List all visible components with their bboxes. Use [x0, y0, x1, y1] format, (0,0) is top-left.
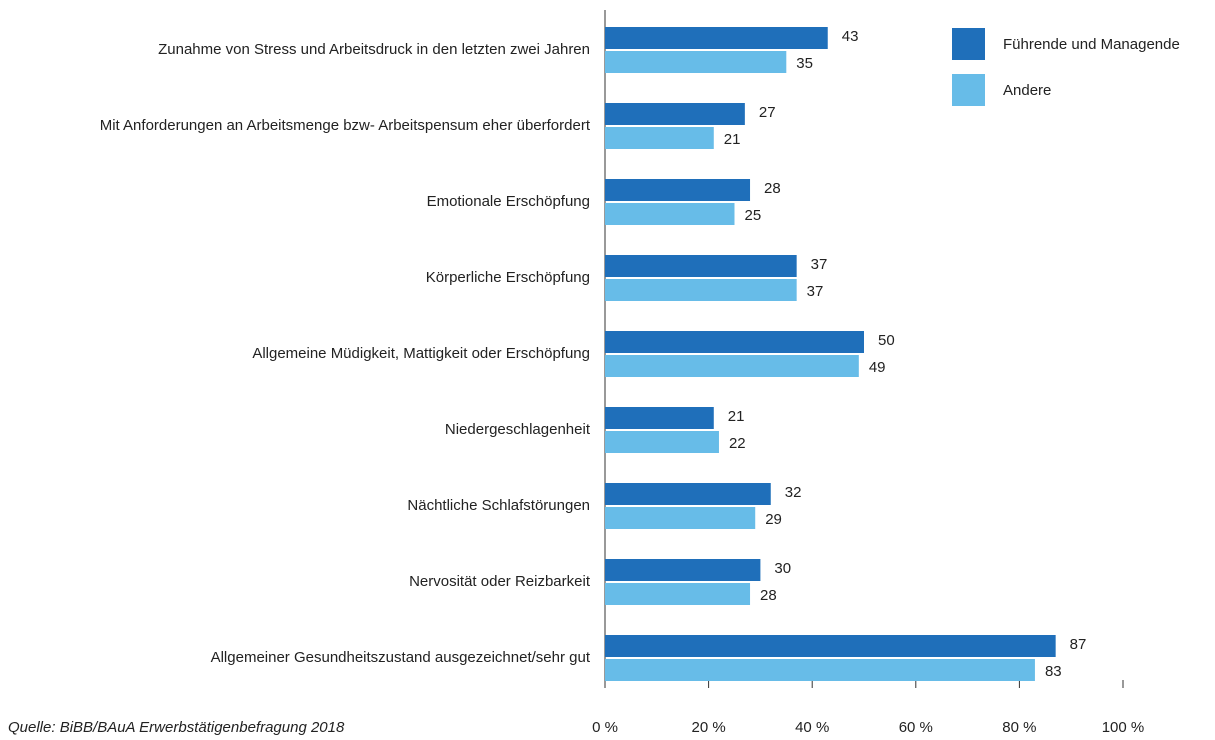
bar: [605, 559, 761, 581]
value-label: 28: [760, 587, 777, 604]
value-label: 21: [728, 408, 745, 425]
source: Quelle: BiBB/BAuA Erwerbstätigenbefragun…: [8, 719, 345, 736]
value-label: 28: [764, 180, 781, 197]
x-tick-label: 80 %: [1002, 719, 1036, 736]
value-label: 27: [759, 104, 776, 121]
bar: [605, 407, 714, 429]
bar: [605, 507, 756, 529]
category-label: Allgemeine Müdigkeit, Mattigkeit oder Er…: [252, 345, 590, 362]
legend-label: Führende und Managende: [1003, 36, 1180, 53]
bar: [605, 103, 745, 125]
x-tick-label: 40 %: [795, 719, 829, 736]
value-label: 83: [1045, 663, 1062, 680]
bar: [605, 583, 751, 605]
legend-swatch: [952, 74, 985, 106]
bar: [605, 179, 751, 201]
bar: [605, 331, 864, 353]
value-label: 87: [1070, 636, 1087, 653]
value-label: 21: [724, 131, 741, 148]
bar: [605, 255, 797, 277]
bar: [605, 659, 1035, 681]
x-tick-label: 20 %: [691, 719, 725, 736]
bar: [605, 431, 719, 453]
value-label: 32: [785, 484, 802, 501]
value-label: 37: [807, 283, 824, 300]
category-label: Körperliche Erschöpfung: [426, 269, 590, 286]
value-label: 35: [796, 55, 813, 72]
value-label: 30: [774, 560, 791, 577]
value-label: 49: [869, 359, 886, 376]
category-label: Emotionale Erschöpfung: [427, 193, 590, 210]
value-label: 37: [811, 256, 828, 273]
bar: [605, 127, 714, 149]
category-label: Allgemeiner Gesundheitszustand ausgezeic…: [211, 649, 591, 666]
value-label: 29: [765, 511, 782, 528]
legend-swatch: [952, 28, 985, 60]
value-label: 50: [878, 332, 895, 349]
bar: [605, 355, 859, 377]
value-label: 22: [729, 435, 746, 452]
x-tick-label: 60 %: [899, 719, 933, 736]
category-label: Niedergeschlagenheit: [445, 421, 591, 438]
category-label: Mit Anforderungen an Arbeitsmenge bzw- A…: [100, 117, 591, 134]
legend-label: Andere: [1003, 82, 1051, 99]
bar: [605, 635, 1056, 657]
value-label: 25: [745, 207, 762, 224]
bar: [605, 51, 787, 73]
category-label: Nächtliche Schlafstörungen: [407, 497, 590, 514]
bar: [605, 27, 828, 49]
x-tick-label: 100 %: [1102, 719, 1145, 736]
bar: [605, 483, 771, 505]
category-label: Nervosität oder Reizbarkeit: [409, 573, 591, 590]
value-label: 43: [842, 28, 859, 45]
bar: [605, 203, 735, 225]
category-label: Zunahme von Stress und Arbeitsdruck in d…: [158, 41, 590, 58]
x-tick-label: 0 %: [592, 719, 618, 736]
bar: [605, 279, 797, 301]
